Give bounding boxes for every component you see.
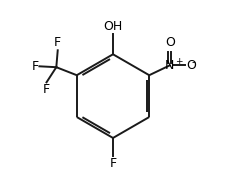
Text: F: F	[31, 60, 38, 73]
Text: O: O	[186, 59, 196, 72]
Text: O: O	[164, 36, 174, 49]
Text: F: F	[54, 36, 61, 49]
Text: F: F	[42, 83, 49, 96]
Text: +: +	[174, 57, 181, 66]
Text: N: N	[164, 59, 174, 72]
Text: -: -	[191, 57, 195, 67]
Text: OH: OH	[103, 20, 122, 33]
Text: F: F	[109, 157, 116, 170]
